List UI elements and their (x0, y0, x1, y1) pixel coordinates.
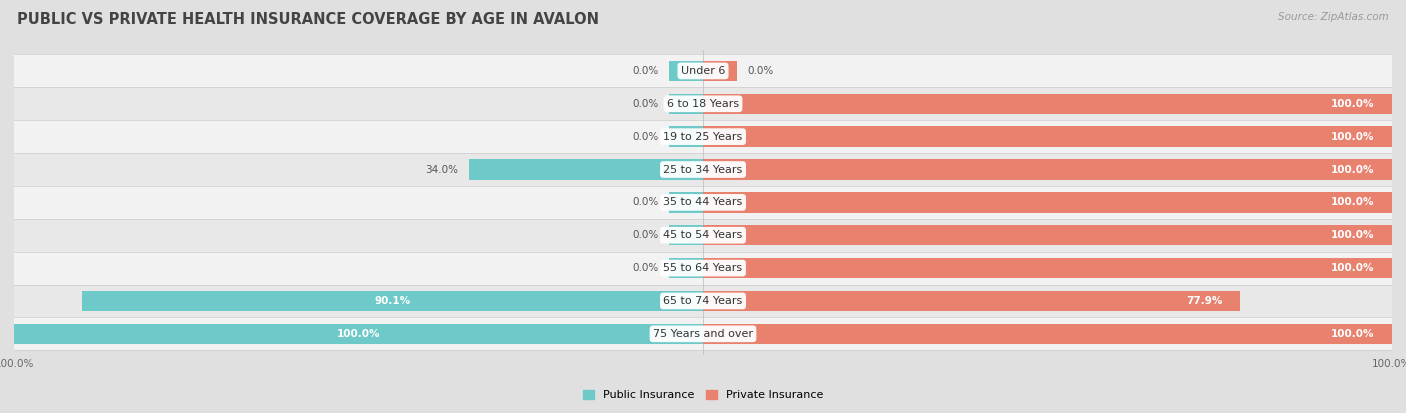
Text: 19 to 25 Years: 19 to 25 Years (664, 132, 742, 142)
Bar (83, 291, 703, 311)
Bar (14, 317, 1392, 350)
Text: 90.1%: 90.1% (374, 296, 411, 306)
Text: 0.0%: 0.0% (631, 197, 658, 207)
Bar (703, 291, 1240, 311)
Bar (669, 94, 703, 114)
Bar (703, 126, 1392, 147)
Text: 100.0%: 100.0% (1331, 263, 1375, 273)
Bar (14, 285, 1392, 317)
Bar (669, 192, 703, 213)
Text: 0.0%: 0.0% (631, 230, 658, 240)
Bar (703, 225, 1392, 245)
Text: 0.0%: 0.0% (631, 66, 658, 76)
Text: 6 to 18 Years: 6 to 18 Years (666, 99, 740, 109)
Bar (14, 120, 1392, 153)
Bar (14, 88, 1392, 120)
Text: 75 Years and over: 75 Years and over (652, 329, 754, 339)
Bar (14, 324, 703, 344)
Legend: Public Insurance, Private Insurance: Public Insurance, Private Insurance (579, 386, 827, 405)
Text: Under 6: Under 6 (681, 66, 725, 76)
Bar (669, 225, 703, 245)
Text: 35 to 44 Years: 35 to 44 Years (664, 197, 742, 207)
Text: 100.0%: 100.0% (1331, 99, 1375, 109)
Text: 0.0%: 0.0% (631, 99, 658, 109)
Bar (669, 126, 703, 147)
Text: 0.0%: 0.0% (748, 66, 775, 76)
Text: 100.0%: 100.0% (1331, 329, 1375, 339)
Text: 100.0%: 100.0% (1331, 132, 1375, 142)
Bar (468, 159, 703, 180)
Text: PUBLIC VS PRIVATE HEALTH INSURANCE COVERAGE BY AGE IN AVALON: PUBLIC VS PRIVATE HEALTH INSURANCE COVER… (17, 12, 599, 27)
Text: 100.0%: 100.0% (1331, 197, 1375, 207)
Bar (669, 61, 703, 81)
Text: 77.9%: 77.9% (1187, 296, 1222, 306)
Text: 100.0%: 100.0% (1331, 164, 1375, 175)
Bar (703, 61, 738, 81)
Text: 0.0%: 0.0% (631, 263, 658, 273)
Text: Source: ZipAtlas.com: Source: ZipAtlas.com (1278, 12, 1389, 22)
Text: 0.0%: 0.0% (631, 132, 658, 142)
Bar (14, 252, 1392, 285)
Bar (703, 159, 1392, 180)
Text: 25 to 34 Years: 25 to 34 Years (664, 164, 742, 175)
Bar (703, 94, 1392, 114)
Text: 100.0%: 100.0% (1331, 230, 1375, 240)
Text: 34.0%: 34.0% (426, 164, 458, 175)
Bar (14, 186, 1392, 219)
Text: 100.0%: 100.0% (337, 329, 380, 339)
Bar (14, 219, 1392, 252)
Bar (14, 153, 1392, 186)
Bar (703, 258, 1392, 278)
Text: 45 to 54 Years: 45 to 54 Years (664, 230, 742, 240)
Bar (14, 55, 1392, 88)
Text: 65 to 74 Years: 65 to 74 Years (664, 296, 742, 306)
Bar (703, 324, 1392, 344)
Text: 55 to 64 Years: 55 to 64 Years (664, 263, 742, 273)
Bar (703, 192, 1392, 213)
Bar (669, 258, 703, 278)
